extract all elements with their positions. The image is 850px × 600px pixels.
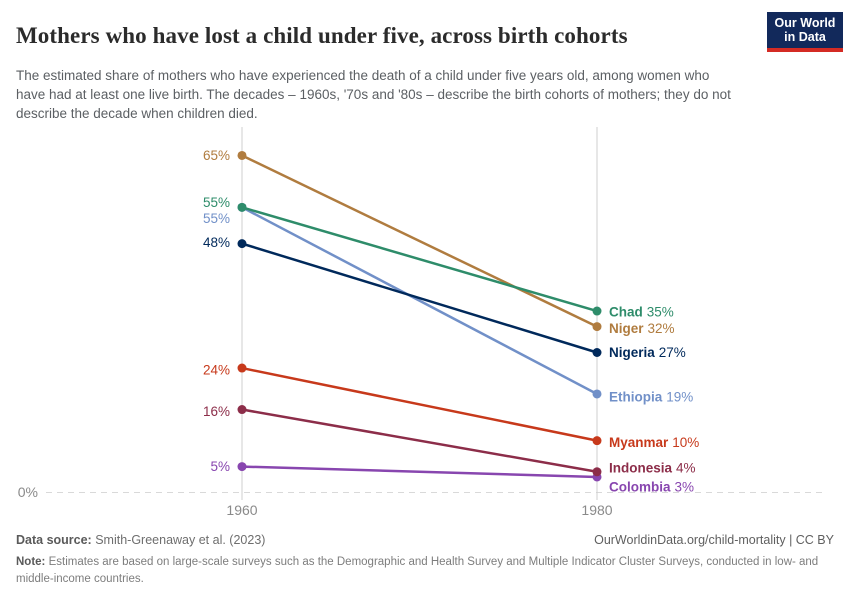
entity-value: 10%: [672, 435, 699, 450]
start-dot: [237, 150, 247, 160]
data-source-label: Data source:: [16, 533, 92, 547]
entity-name: Nigeria: [609, 345, 655, 360]
series-chad[interactable]: [237, 202, 602, 316]
left-label-nigeria: 48%: [203, 235, 230, 250]
series-ethiopia[interactable]: [237, 202, 602, 399]
footnote: Note: Estimates are based on large-scale…: [16, 554, 834, 589]
chart-footer: Data source: Smith-Greenaway et al. (202…: [16, 533, 834, 589]
end-dot: [592, 348, 602, 358]
entity-name: Ethiopia: [609, 389, 663, 404]
entity-value: 19%: [666, 389, 693, 404]
y-axis-zero-label: 0%: [18, 484, 38, 500]
start-dot: [237, 202, 247, 212]
entity-value: 3%: [675, 479, 695, 494]
entity-name: Indonesia: [609, 460, 673, 475]
series-line[interactable]: [241, 206, 598, 396]
note-label: Note:: [16, 556, 46, 568]
series-line[interactable]: [241, 465, 598, 479]
entity-label-colombia[interactable]: Colombia 3%: [609, 479, 694, 494]
series-line[interactable]: [241, 206, 598, 313]
left-label-ethiopia: 55%: [203, 211, 230, 226]
x-tick-1960: 1960: [226, 502, 257, 518]
start-dot: [237, 363, 247, 373]
entity-label-niger[interactable]: Niger 32%: [609, 321, 675, 336]
x-tick-1980: 1980: [581, 502, 612, 518]
left-label-colombia: 5%: [210, 459, 230, 474]
rights-link[interactable]: OurWorldinData.org/child-mortality | CC …: [594, 533, 834, 547]
left-label-myanmar: 24%: [203, 363, 230, 378]
entity-value: 35%: [647, 305, 674, 320]
series-niger[interactable]: [237, 150, 602, 332]
start-dot: [237, 405, 247, 415]
end-dot: [592, 389, 602, 399]
end-dot: [592, 436, 602, 446]
series-colombia[interactable]: [237, 462, 602, 482]
entity-label-chad[interactable]: Chad 35%: [609, 305, 674, 320]
left-label-chad: 55%: [203, 195, 230, 210]
entity-name: Niger: [609, 321, 644, 336]
end-dot: [592, 467, 602, 477]
data-source: Data source: Smith-Greenaway et al. (202…: [16, 533, 265, 547]
entity-name: Colombia: [609, 479, 671, 494]
entity-name: Chad: [609, 305, 643, 320]
entity-value: 32%: [648, 321, 675, 336]
left-label-indonesia: 16%: [203, 404, 230, 419]
entity-value: 4%: [676, 460, 696, 475]
end-dot: [592, 306, 602, 316]
series-line[interactable]: [241, 408, 598, 473]
right-entity-labels: Chad 35% Niger 32% Nigeria 27% Ethiopia 19% …: [609, 305, 699, 495]
end-dot: [592, 322, 602, 332]
series-line[interactable]: [241, 366, 598, 442]
series-nigeria[interactable]: [237, 239, 602, 358]
start-dot: [237, 239, 247, 249]
start-dot: [237, 462, 247, 472]
entity-label-ethiopia[interactable]: Ethiopia 19%: [609, 389, 693, 404]
entity-name: Myanmar: [609, 435, 669, 450]
series-line[interactable]: [241, 242, 598, 354]
source-row: Data source: Smith-Greenaway et al. (202…: [16, 533, 834, 547]
owid-logo[interactable]: Our World in Data: [767, 12, 843, 52]
series-indonesia[interactable]: [237, 405, 602, 477]
entity-value: 27%: [659, 345, 686, 360]
chart-subtitle: The estimated share of mothers who have …: [16, 67, 731, 121]
series-layer: [237, 150, 602, 482]
entity-label-indonesia[interactable]: Indonesia 4%: [609, 460, 696, 475]
left-label-niger: 65%: [203, 148, 230, 163]
series-myanmar[interactable]: [237, 363, 602, 446]
page-title: Mothers who have lost a child under five…: [16, 23, 628, 49]
owid-logo-line2: in Data: [784, 30, 826, 44]
entity-label-myanmar[interactable]: Myanmar 10%: [609, 435, 699, 450]
note-value: Estimates are based on large-scale surve…: [16, 556, 819, 586]
entity-label-nigeria[interactable]: Nigeria 27%: [609, 345, 686, 360]
left-value-labels: 55% 65% 48% 55% 24% 16% 5%: [203, 148, 230, 474]
series-line[interactable]: [241, 154, 598, 328]
data-source-value: Smith-Greenaway et al. (2023): [95, 533, 266, 547]
owid-logo-line1: Our World: [774, 15, 836, 30]
